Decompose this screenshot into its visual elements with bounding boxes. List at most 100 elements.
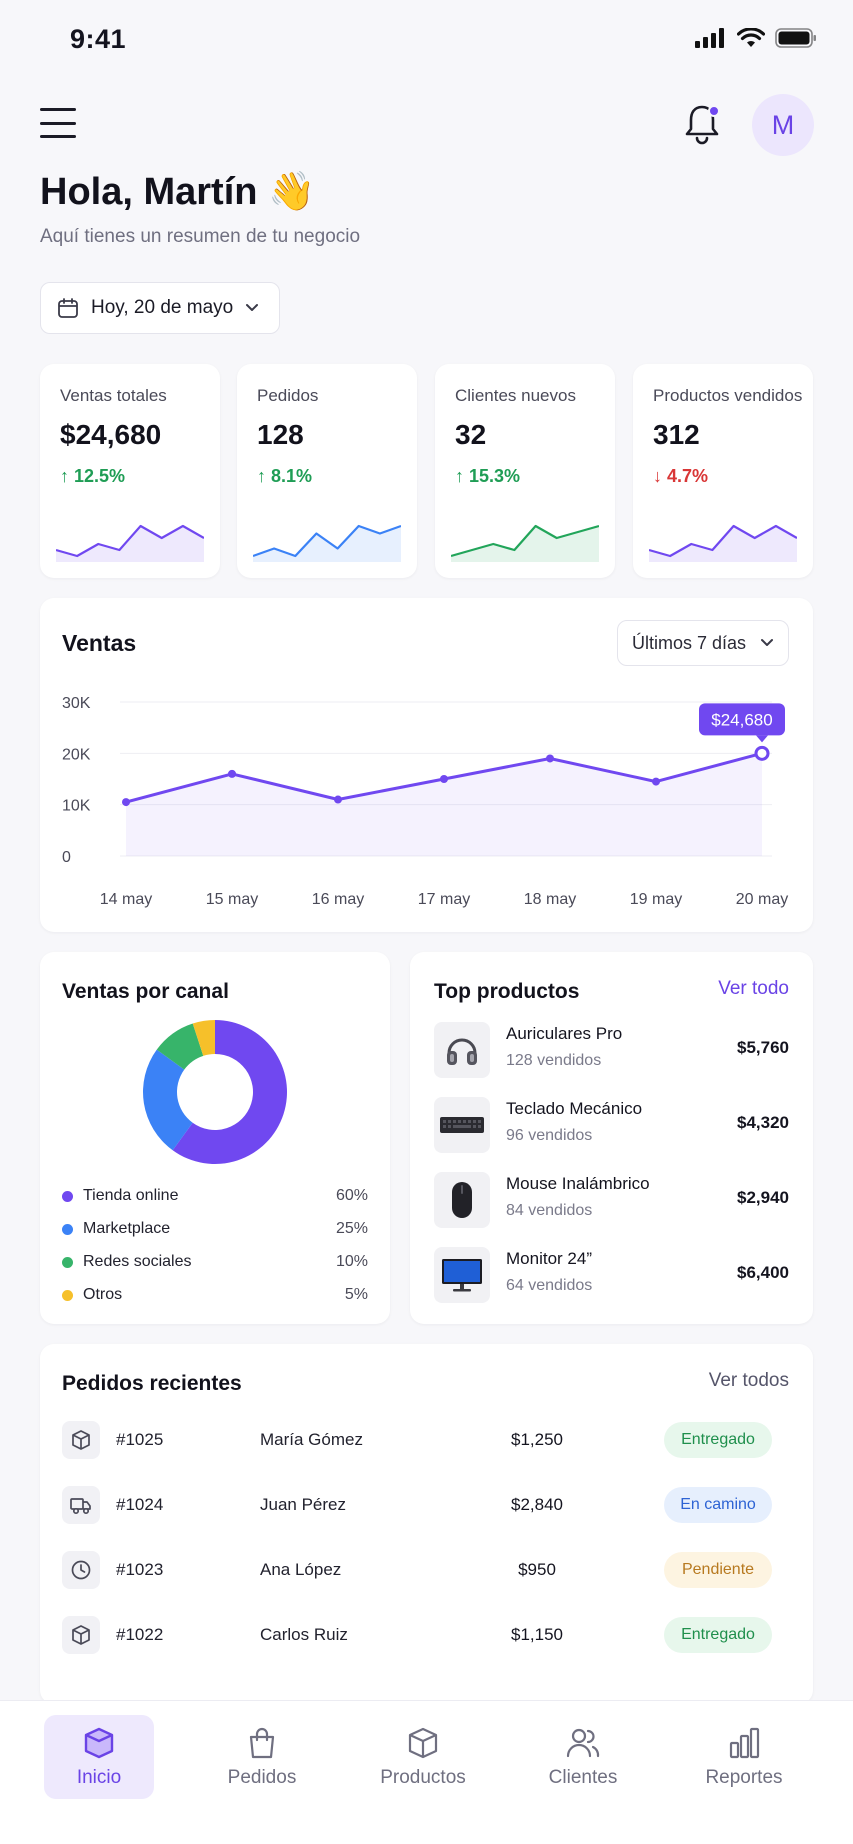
see-all-orders-link[interactable]: Ver todos <box>708 1370 789 1391</box>
legend-row: Redes sociales 10% <box>62 1250 368 1274</box>
nav-label: Pedidos <box>227 1767 297 1788</box>
date-picker[interactable]: Hoy, 20 de mayo <box>40 282 280 334</box>
product-thumbnail <box>434 1097 490 1153</box>
order-icon <box>62 1421 100 1459</box>
home-box-icon <box>84 1727 114 1759</box>
y-tick-label: 10K <box>62 798 91 815</box>
order-row[interactable]: #1023 Ana López $950 Pendiente <box>62 1548 792 1592</box>
product-thumbnail <box>434 1172 490 1228</box>
nav-item-reportes[interactable]: Reportes <box>689 1715 799 1799</box>
x-tick-label: 14 may <box>100 891 152 908</box>
battery-icon <box>775 28 816 48</box>
legend-dot <box>62 1256 73 1268</box>
status-badge: Entregado <box>664 1422 772 1458</box>
legend-dot <box>62 1289 73 1301</box>
sales-tooltip: $24,680 <box>699 703 785 743</box>
nav-label: Reportes <box>705 1767 783 1788</box>
tooltip-pointer <box>756 735 768 743</box>
product-name: Auriculares Pro <box>506 1024 623 1043</box>
kpi-card-sales[interactable]: Ventas totales $24,680 ↑ 12.5% <box>40 364 220 578</box>
order-row[interactable]: #1022 Carlos Ruiz $1,150 Entregado <box>62 1613 792 1657</box>
product-row[interactable]: Auriculares Pro 128 vendidos $5,760 <box>434 1020 789 1080</box>
nav-item-clientes[interactable]: Clientes <box>528 1715 638 1799</box>
nav-item-productos[interactable]: Productos <box>368 1715 478 1799</box>
kpi-label: Productos vendidos <box>653 386 803 405</box>
status-badge: Entregado <box>664 1617 772 1653</box>
kpi-sparkline <box>56 524 204 562</box>
product-sold: 64 vendidos <box>506 1277 593 1294</box>
sales-line-chart[interactable]: 0 10K 20K 30K 14 may 15 may 16 may 17 may 18 may… <box>40 598 813 932</box>
see-all-products-link[interactable]: Ver todo <box>718 978 789 999</box>
x-tick-label: 15 may <box>206 891 258 908</box>
donut-slice[interactable] <box>172 1020 287 1164</box>
nav-label: Inicio <box>76 1767 122 1788</box>
kpi-sparkline <box>451 524 599 562</box>
sales-point[interactable] <box>440 775 448 783</box>
sales-point[interactable] <box>652 777 660 786</box>
sales-point[interactable] <box>754 745 770 761</box>
sales-point[interactable] <box>546 754 554 763</box>
order-amount: $1,150 <box>511 1625 563 1644</box>
sales-point[interactable] <box>122 798 130 807</box>
menu-line <box>40 121 76 125</box>
sales-title: Ventas <box>62 630 137 656</box>
donut-slice[interactable] <box>192 1020 215 1056</box>
status-badge: En camino <box>664 1487 772 1523</box>
kpi-label: Ventas totales <box>60 386 167 405</box>
avatar[interactable]: M <box>752 94 814 156</box>
kpi-arrow-icon: ↑ <box>257 466 266 486</box>
product-amount: $2,940 <box>737 1188 789 1207</box>
order-customer: Carlos Ruiz <box>260 1625 348 1644</box>
kpi-card-orders[interactable]: Pedidos 128 ↑ 8.1% <box>237 364 417 578</box>
range-select[interactable]: Últimos 7 días <box>617 620 789 666</box>
nav-item-pedidos[interactable]: Pedidos <box>207 1715 317 1799</box>
product-row[interactable]: Monitor 24” 64 vendidos $6,400 <box>434 1245 789 1305</box>
product-row[interactable]: Teclado Mecánico 96 vendidos $4,320 <box>434 1095 789 1155</box>
donut-slice[interactable] <box>156 1023 204 1070</box>
sparkline-area <box>253 526 401 562</box>
y-tick-label: 20K <box>62 746 91 763</box>
order-customer: Juan Pérez <box>260 1495 346 1514</box>
tooltip-text: $24,680 <box>711 710 772 729</box>
order-row[interactable]: #1025 María Gómez $1,250 Entregado <box>62 1418 792 1462</box>
channel-donut-chart[interactable] <box>135 1012 295 1172</box>
kpi-sparkline <box>649 524 797 562</box>
kpi-value: 128 <box>257 419 304 450</box>
legend-name: Redes sociales <box>83 1253 192 1270</box>
sales-point[interactable] <box>334 795 342 804</box>
channel-title: Ventas por canal <box>62 980 229 1003</box>
order-row[interactable]: #1024 Juan Pérez $2,840 En camino <box>62 1483 792 1527</box>
menu-button[interactable] <box>40 108 76 138</box>
product-sold: 128 vendidos <box>506 1052 602 1069</box>
nav-label: Clientes <box>548 1767 618 1788</box>
product-sold: 96 vendidos <box>506 1127 593 1144</box>
kpi-change: ↑ 8.1% <box>257 466 312 487</box>
kpi-change-value: 15.3% <box>469 466 521 486</box>
notification-dot <box>708 105 720 117</box>
kpi-card-new-customers[interactable]: Clientes nuevos 32 ↑ 15.3% <box>435 364 615 578</box>
product-row[interactable]: Mouse Inalámbrico 84 vendidos $2,940 <box>434 1170 789 1230</box>
box-icon <box>72 1625 90 1645</box>
menu-line <box>40 135 76 138</box>
kpi-change-value: 4.7% <box>667 466 709 486</box>
legend-percent: 5% <box>344 1286 368 1303</box>
status-icons <box>695 28 817 48</box>
mouse-icon <box>452 1182 472 1218</box>
order-id: #1025 <box>116 1430 164 1449</box>
kpi-label: Clientes nuevos <box>455 386 576 405</box>
nav-item-inicio[interactable]: Inicio <box>44 1715 154 1799</box>
donut-slice[interactable] <box>143 1049 193 1151</box>
product-name: Mouse Inalámbrico <box>506 1174 650 1193</box>
kpi-value: 312 <box>653 419 700 450</box>
legend-percent: 60% <box>335 1187 368 1204</box>
truck-icon <box>70 1498 91 1515</box>
product-thumbnail <box>434 1247 490 1303</box>
sales-point[interactable] <box>228 769 236 778</box>
product-amount: $6,400 <box>737 1263 789 1282</box>
top-products-title: Top productos <box>434 980 580 1003</box>
menu-line <box>40 108 76 111</box>
kpi-change: ↓ 4.7% <box>653 466 708 487</box>
notifications-button[interactable] <box>682 102 722 146</box>
order-customer: María Gómez <box>260 1430 363 1449</box>
kpi-card-products-sold[interactable]: Productos vendidos 312 ↓ 4.7% <box>633 364 813 578</box>
